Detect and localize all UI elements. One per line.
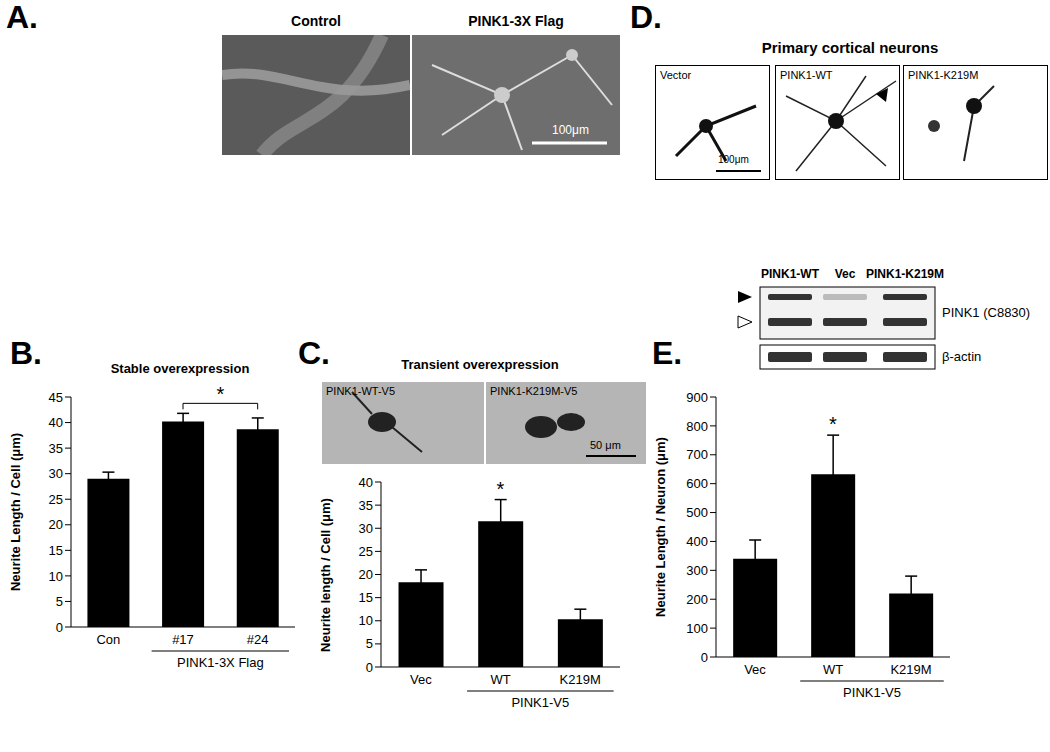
svg-text:5: 5 [56, 594, 63, 609]
svg-text:35: 35 [49, 441, 63, 456]
html-text:D.: D. [630, 0, 662, 35]
svg-text:10: 10 [49, 569, 63, 584]
html-text:100μm: 100μm [718, 154, 749, 165]
html-text:50 μm: 50 μm [590, 439, 621, 451]
svg-text:WT: WT [490, 672, 510, 687]
svg-text:300: 300 [686, 563, 708, 578]
html-text:Neurite Length / Neuron (μm): Neurite Length / Neuron (μm) [652, 437, 668, 617]
svg-text:*: * [829, 413, 837, 435]
svg-text:5: 5 [366, 636, 373, 651]
svg-text:15: 15 [359, 590, 373, 605]
html-text:PINK1-WT-V5: PINK1-WT-V5 [326, 385, 396, 397]
html-text:Neurite Length / Cell (μm): Neurite Length / Cell (μm) [7, 432, 23, 592]
svg-text:0: 0 [366, 660, 373, 675]
html-text:Stable overexpression: Stable overexpression [110, 361, 250, 376]
html-text:Vector: Vector [660, 69, 692, 81]
html-text:E.: E. [652, 335, 683, 371]
svg-text:Vec: Vec [410, 672, 432, 687]
svg-text:800: 800 [686, 419, 708, 434]
svg-text:900: 900 [686, 390, 708, 405]
svg-text:Vec: Vec [744, 662, 766, 677]
html-text:Neurite length / Cell (μm): Neurite length / Cell (μm) [317, 497, 333, 652]
html-text:PINK1-WT: PINK1-WT [761, 267, 819, 281]
svg-text:Con: Con [96, 632, 120, 647]
html-text:Transient overexpression: Transient overexpression [401, 357, 559, 372]
html-text:PINK1-WT: PINK1-WT [780, 69, 833, 81]
html-text:A.: A. [6, 0, 38, 35]
html-text:PINK1-K219M: PINK1-K219M [866, 267, 944, 281]
svg-text:45: 45 [49, 390, 63, 405]
svg-text:700: 700 [686, 447, 708, 462]
svg-text:0: 0 [701, 650, 708, 665]
svg-text:30: 30 [359, 521, 373, 536]
svg-text:600: 600 [686, 476, 708, 491]
svg-text:35: 35 [359, 498, 373, 513]
svg-text:25: 25 [359, 544, 373, 559]
html-text:Vec: Vec [834, 267, 856, 281]
svg-text:25: 25 [49, 492, 63, 507]
html-text:PINK1-K219M-V5: PINK1-K219M-V5 [490, 385, 578, 397]
svg-text:40: 40 [359, 475, 373, 490]
html-text:100μm: 100μm [552, 123, 589, 137]
svg-text:400: 400 [686, 534, 708, 549]
svg-text:500: 500 [686, 505, 708, 520]
svg-text:30: 30 [49, 466, 63, 481]
html-text:PINK1 (C8830): PINK1 (C8830) [942, 305, 1031, 320]
svg-text:100: 100 [686, 621, 708, 636]
svg-text:0: 0 [56, 620, 63, 635]
html-text:PINK1-V5: PINK1-V5 [843, 685, 901, 700]
svg-text:K219M: K219M [560, 672, 601, 687]
html-text:PINK1-3X Flag: PINK1-3X Flag [468, 13, 564, 29]
svg-text:#24: #24 [247, 632, 269, 647]
svg-text:10: 10 [359, 613, 373, 628]
html-text:C.: C. [298, 335, 330, 371]
svg-text:20: 20 [359, 567, 373, 582]
html-text:B.: B. [10, 335, 42, 371]
svg-text:40: 40 [49, 415, 63, 430]
svg-text:WT: WT [823, 662, 843, 677]
html-text:Control: Control [291, 13, 341, 29]
html-text:PINK1-K219M: PINK1-K219M [908, 69, 979, 81]
svg-text:*: * [216, 383, 224, 405]
html-text:PINK1-3X Flag: PINK1-3X Flag [177, 655, 264, 670]
svg-text:20: 20 [49, 517, 63, 532]
svg-text:*: * [497, 478, 505, 500]
svg-text:15: 15 [49, 543, 63, 558]
html-text:β-actin: β-actin [942, 349, 982, 364]
html-text:PINK1-V5: PINK1-V5 [511, 695, 570, 710]
html-text:Primary cortical neurons: Primary cortical neurons [761, 39, 939, 56]
svg-text:#17: #17 [172, 632, 194, 647]
svg-text:K219M: K219M [890, 662, 931, 677]
svg-text:200: 200 [686, 592, 708, 607]
